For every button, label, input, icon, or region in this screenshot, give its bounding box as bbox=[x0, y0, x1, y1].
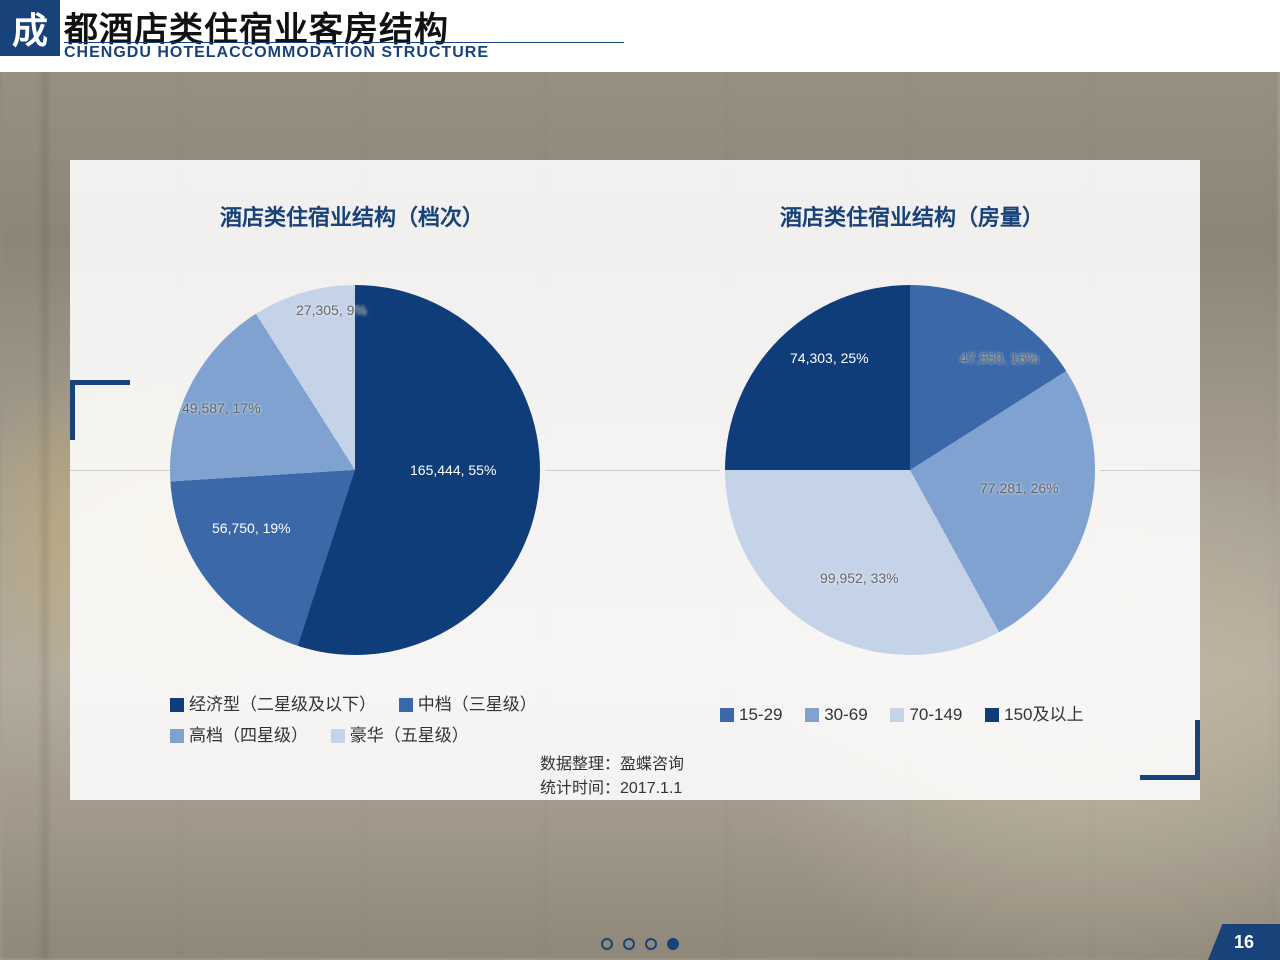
pie-right-label-2: 99,952, 33% bbox=[820, 570, 899, 586]
data-source: 数据整理：盈蝶咨询 统计时间：2017.1.1 bbox=[540, 750, 684, 798]
legend-left-item-0: 经济型（二星级及以下） bbox=[170, 690, 376, 715]
midline-left bbox=[70, 470, 170, 471]
midline-right bbox=[1100, 470, 1200, 471]
source-line1: 数据整理：盈蝶咨询 bbox=[540, 750, 684, 774]
pie-right bbox=[725, 285, 1095, 655]
source-line2: 统计时间：2017.1.1 bbox=[540, 774, 684, 798]
chart-left-title: 酒店类住宿业结构（档次） bbox=[220, 200, 484, 232]
pie-left-label-2: 49,587, 17% bbox=[182, 400, 261, 416]
pie-right-label-0: 47,550, 16% bbox=[960, 350, 1039, 366]
page-subtitle: CHENGDU HOTELACCOMMODATION STRUCTURE bbox=[64, 44, 489, 62]
pagination-dot[interactable] bbox=[645, 938, 657, 950]
logo-box: 成 bbox=[0, 0, 60, 56]
frame-corner-br bbox=[1140, 720, 1200, 780]
legend-left: 经济型（二星级及以下） 中档（三星级） 高档（四星级） 豪华（五星级） bbox=[170, 690, 610, 746]
legend-left-item-3: 豪华（五星级） bbox=[331, 721, 469, 746]
pie-left-label-0: 165,444, 55% bbox=[410, 462, 496, 478]
legend-left-item-1: 中档（三星级） bbox=[399, 690, 537, 715]
legend-right-item-3: 150及以上 bbox=[985, 700, 1083, 725]
chart-right-title: 酒店类住宿业结构（房量） bbox=[780, 200, 1044, 232]
pie-left-label-1: 56,750, 19% bbox=[212, 520, 291, 536]
pie-right-label-1: 77,281, 26% bbox=[980, 480, 1059, 496]
legend-right: 15-29 30-69 70-149 150及以上 bbox=[720, 700, 1101, 725]
pie-right-label-3: 74,303, 25% bbox=[790, 350, 869, 366]
pagination-dot[interactable] bbox=[667, 938, 679, 950]
pagination-dot[interactable] bbox=[623, 938, 635, 950]
title-underline bbox=[64, 42, 624, 43]
frame-corner-tl bbox=[70, 380, 130, 440]
page-header: 成 都酒店类住宿业客房结构 CHENGDU HOTELACCOMMODATION… bbox=[0, 0, 1280, 72]
pagination-dots bbox=[601, 938, 679, 950]
legend-left-item-2: 高档（四星级） bbox=[170, 721, 308, 746]
pie-left-label-3: 27,305, 9% bbox=[296, 302, 367, 318]
legend-right-item-2: 70-149 bbox=[890, 705, 962, 725]
pagination-dot[interactable] bbox=[601, 938, 613, 950]
legend-right-item-0: 15-29 bbox=[720, 705, 782, 725]
midline-mid bbox=[545, 470, 720, 471]
legend-right-item-1: 30-69 bbox=[805, 705, 867, 725]
